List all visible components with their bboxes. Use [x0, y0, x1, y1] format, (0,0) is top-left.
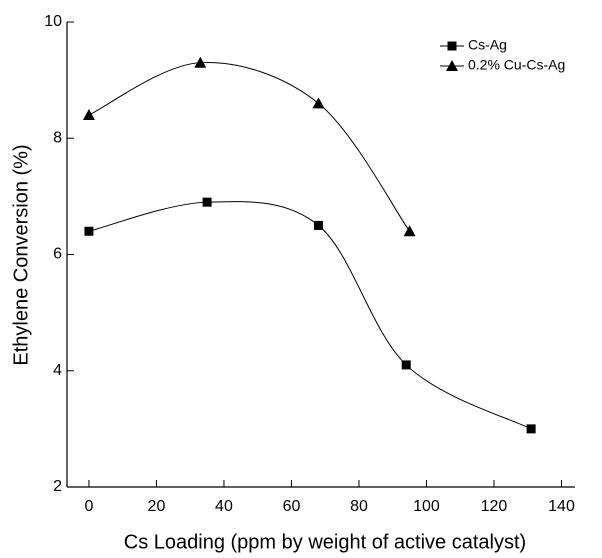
x-tick-label: 140 — [548, 498, 575, 515]
y-tick-label: 2 — [53, 478, 62, 495]
x-tick-label: 60 — [283, 498, 301, 515]
point — [82, 109, 95, 120]
point — [312, 97, 325, 109]
x-tick-label: 80 — [350, 498, 368, 515]
y-tick-label: 10 — [44, 13, 62, 30]
y-tick-label: 6 — [53, 246, 62, 263]
y-axis-label: Ethylene Conversion (%) — [10, 144, 32, 365]
fit-curve — [88, 62, 411, 232]
point — [84, 226, 94, 236]
x-tick-label: 100 — [413, 498, 440, 515]
point — [526, 424, 536, 434]
x-tick-label: 20 — [148, 498, 166, 515]
point — [313, 220, 323, 230]
legend-marker — [446, 60, 458, 71]
point — [403, 225, 416, 237]
point — [194, 56, 207, 68]
x-tick-label: 0 — [84, 498, 93, 515]
legend-label: 0.2% Cu-Cs-Ag — [468, 57, 565, 73]
legend-marker — [447, 41, 457, 51]
x-tick-label: 40 — [215, 498, 233, 515]
point — [202, 197, 212, 207]
legend-label: Cs-Ag — [468, 37, 507, 53]
y-tick-label: 4 — [53, 362, 62, 379]
x-tick-label: 120 — [481, 498, 508, 515]
fit-curve — [88, 201, 532, 430]
point — [401, 360, 411, 370]
y-tick-label: 8 — [53, 129, 62, 146]
x-axis-label: Cs Loading (ppm by weight of active cata… — [124, 531, 526, 553]
